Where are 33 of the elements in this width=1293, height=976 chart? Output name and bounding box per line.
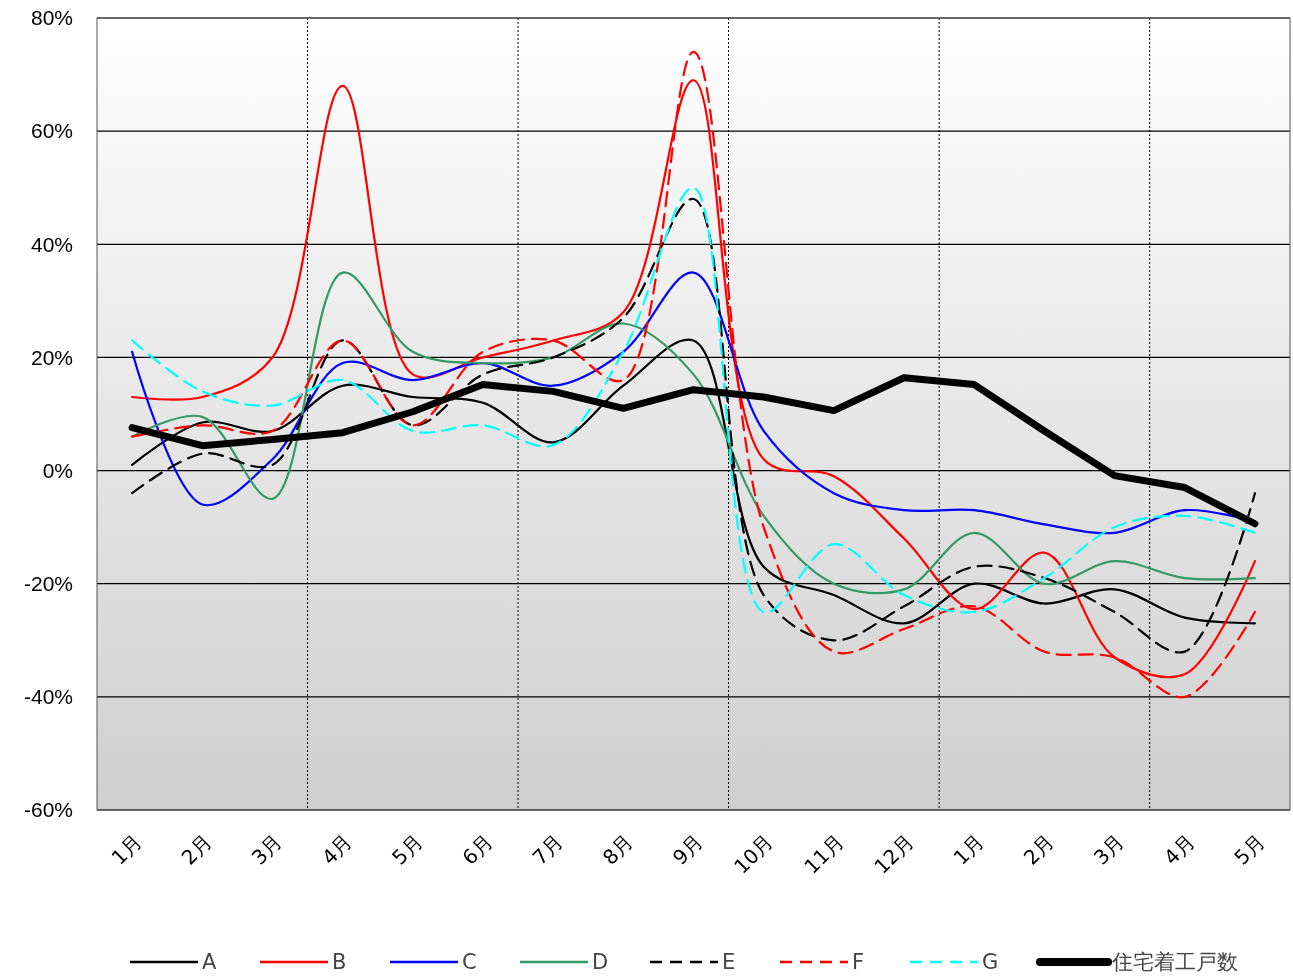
y-tick-label: 0% <box>42 458 73 482</box>
x-tick-label: 10月 <box>729 829 779 879</box>
x-tick-label: 3月 <box>246 829 287 870</box>
legend-label: G <box>982 950 999 975</box>
x-tick-label: 1月 <box>106 829 147 870</box>
y-tick-label: 80% <box>30 6 73 30</box>
x-tick-label: 12月 <box>869 829 919 879</box>
y-tick-label: -20% <box>23 572 73 596</box>
legend-label: C <box>462 950 477 975</box>
legend-label: F <box>852 950 865 975</box>
legend-label: E <box>722 950 736 975</box>
x-tick-label: 2月 <box>176 829 217 870</box>
x-tick-label: 11月 <box>799 829 849 879</box>
y-tick-label: -40% <box>23 685 73 709</box>
x-tick-label: 4月 <box>1159 829 1200 870</box>
x-tick-label: 8月 <box>597 829 638 870</box>
legend-label: A <box>202 950 217 975</box>
x-tick-label: 7月 <box>527 829 568 870</box>
x-tick-label: 4月 <box>316 829 358 870</box>
legend-label: D <box>592 950 609 975</box>
x-tick-label: 1月 <box>948 829 989 870</box>
x-tick-label: 9月 <box>667 829 708 870</box>
x-tick-label: 3月 <box>1088 829 1130 870</box>
legend-label: 住宅着工戸数 <box>1111 950 1238 975</box>
y-tick-label: 60% <box>30 119 73 143</box>
y-tick-label: 20% <box>30 345 73 369</box>
y-tick-label: -60% <box>23 798 73 822</box>
x-tick-label: 5月 <box>1229 829 1270 870</box>
legend-label: B <box>332 950 347 975</box>
y-tick-label: 40% <box>30 232 73 256</box>
x-tick-label: 6月 <box>457 829 498 870</box>
x-tick-label: 2月 <box>1018 829 1059 870</box>
x-tick-label: 5月 <box>387 829 428 870</box>
